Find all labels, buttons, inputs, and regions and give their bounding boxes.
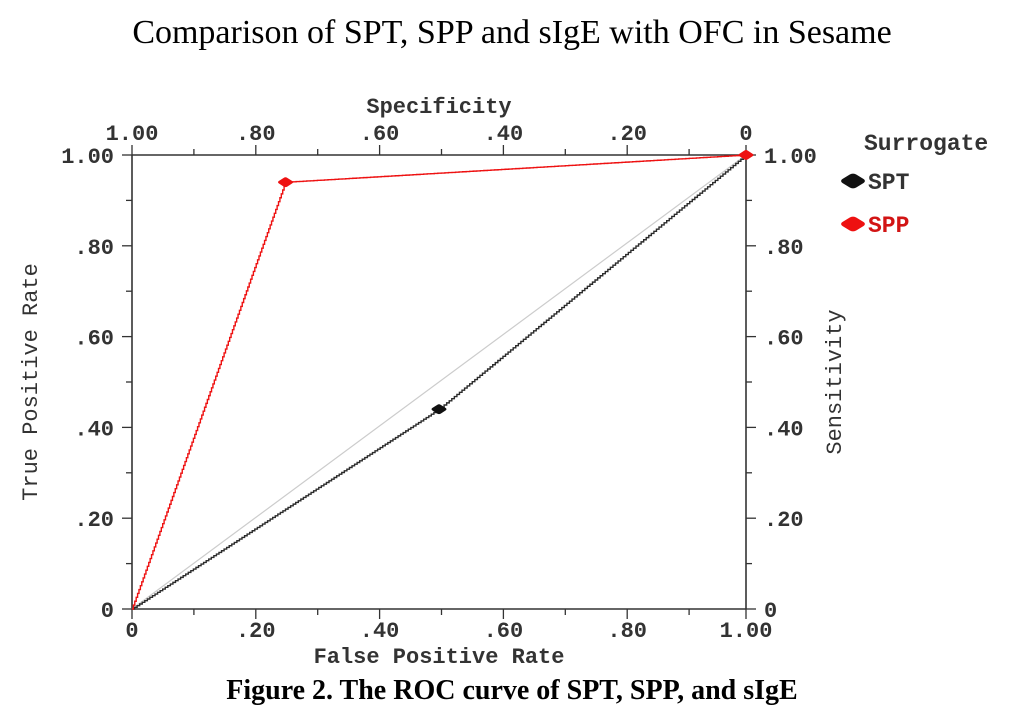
svg-text:SPP: SPP [868, 213, 909, 239]
svg-text:.80: .80 [236, 122, 276, 147]
svg-text:0: 0 [739, 122, 752, 147]
svg-text:SPT: SPT [868, 170, 910, 196]
svg-text:.20: .20 [236, 619, 276, 644]
svg-text:1.00: 1.00 [764, 145, 817, 170]
svg-text:.80: .80 [74, 236, 114, 261]
svg-text:1.00: 1.00 [61, 145, 114, 170]
svg-text:.60: .60 [74, 327, 114, 352]
svg-text:.60: .60 [484, 619, 524, 644]
svg-text:0: 0 [101, 599, 114, 624]
svg-text:1.00: 1.00 [106, 122, 159, 147]
svg-text:.20: .20 [607, 122, 647, 147]
svg-text:0: 0 [764, 599, 777, 624]
svg-text:.40: .40 [764, 417, 804, 442]
svg-text:.40: .40 [74, 417, 114, 442]
svg-text:False Positive Rate: False Positive Rate [314, 645, 565, 670]
svg-text:True Positive Rate: True Positive Rate [19, 263, 44, 501]
svg-text:.20: .20 [764, 508, 804, 533]
svg-text:0: 0 [125, 619, 138, 644]
svg-text:.80: .80 [764, 236, 804, 261]
svg-text:.60: .60 [764, 327, 804, 352]
svg-text:Specificity: Specificity [366, 95, 511, 120]
svg-text:Surrogate: Surrogate [864, 131, 988, 157]
svg-text:.60: .60 [360, 122, 400, 147]
svg-text:Sensitivity: Sensitivity [823, 309, 848, 454]
svg-text:.20: .20 [74, 508, 114, 533]
svg-text:.80: .80 [607, 619, 647, 644]
svg-text:.40: .40 [484, 122, 524, 147]
svg-text:.40: .40 [360, 619, 400, 644]
